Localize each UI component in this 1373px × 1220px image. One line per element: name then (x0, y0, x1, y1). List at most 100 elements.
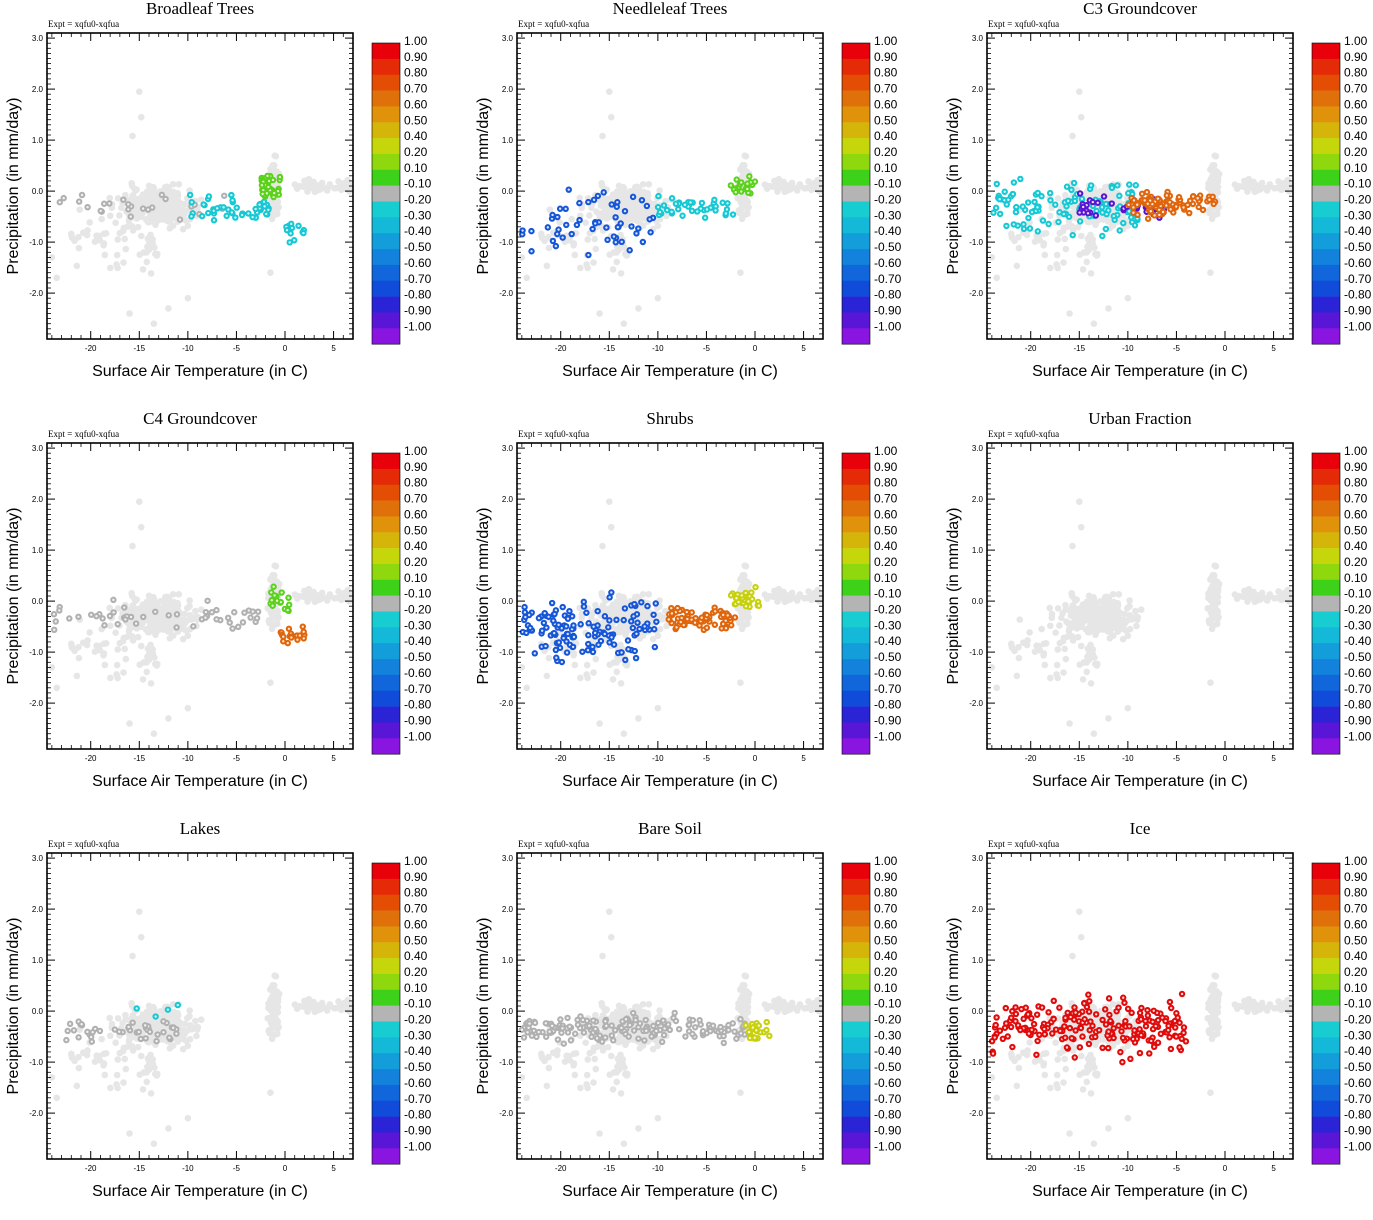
data-point-highlight (654, 646, 656, 648)
background-point (153, 193, 160, 200)
colorbar-label: -0.80 (404, 288, 432, 302)
data-point-highlight (1006, 203, 1008, 205)
data-point-highlight (655, 602, 657, 604)
data-point-highlight (1022, 223, 1024, 225)
colorbar-swatch (372, 627, 400, 643)
data-point-highlight (627, 648, 629, 650)
data-point-highlight (648, 218, 650, 220)
data-point-highlight (296, 639, 298, 641)
colorbar-label: -0.70 (874, 272, 902, 286)
background-point (523, 275, 530, 282)
data-point-highlight (556, 216, 558, 218)
data-point-highlight (1074, 200, 1076, 202)
background-point (1009, 234, 1016, 241)
background-point (147, 232, 154, 239)
background-point (147, 642, 154, 649)
y-tick-label: -2.0 (499, 289, 513, 298)
data-point-highlight (179, 218, 181, 220)
data-point-highlight (690, 618, 692, 620)
colorbar-swatch (372, 532, 400, 548)
background-point (801, 595, 808, 602)
data-point-highlight (670, 211, 672, 213)
data-point-highlight (746, 188, 748, 190)
data-point-highlight (302, 631, 304, 633)
background-point (1083, 249, 1090, 256)
y-tick-label: 3.0 (32, 34, 44, 43)
x-tick-label: 0 (753, 344, 758, 353)
x-tick-label: -15 (604, 344, 616, 353)
data-point-highlight (620, 651, 622, 653)
x-tick-label: 5 (801, 344, 806, 353)
data-point-highlight (544, 612, 546, 614)
data-point-highlight (242, 621, 244, 623)
colorbar-swatch (372, 691, 400, 707)
data-point-highlight (154, 611, 156, 613)
background-point (1053, 261, 1060, 268)
data-point-highlight (1027, 201, 1029, 203)
data-point-highlight (999, 213, 1001, 215)
data-point-highlight (1143, 199, 1145, 201)
data-point-highlight (1119, 229, 1121, 231)
colorbar-label: -0.30 (404, 208, 432, 222)
data-point-highlight (191, 201, 193, 203)
data-point-highlight (596, 610, 598, 612)
colorbar-label: 0.60 (1344, 97, 1368, 111)
y-tick-label: 1.0 (972, 136, 984, 145)
data-point-highlight (611, 203, 613, 205)
data-point-highlight (234, 216, 236, 218)
data-point-highlight (1150, 210, 1152, 212)
data-point-highlight (562, 606, 564, 608)
colorbar-label: 0.10 (404, 161, 428, 175)
background-point (571, 252, 578, 259)
background-point (776, 176, 783, 183)
background-point (1246, 176, 1253, 183)
data-point-highlight (657, 195, 659, 197)
background-point (121, 646, 128, 653)
colorbar-swatch (842, 59, 870, 75)
data-point-highlight (1158, 214, 1160, 216)
data-point-highlight (571, 233, 573, 235)
data-point-highlight (302, 232, 304, 234)
data-point-highlight (213, 219, 215, 221)
experiment-label: Expt = xqfu0-xqfua (518, 429, 589, 439)
y-tick-label: 0.0 (502, 187, 514, 196)
background-point (606, 209, 613, 216)
x-tick-label: -5 (703, 344, 711, 353)
data-point-highlight (758, 605, 760, 607)
data-point-highlight (1127, 204, 1129, 206)
data-point-highlight (587, 649, 589, 651)
data-point-highlight (565, 625, 567, 627)
colorbar-label: -1.00 (404, 729, 432, 743)
data-point-highlight (706, 208, 708, 210)
experiment-label: Expt = xqfu0-xqfua (48, 429, 119, 439)
background-point (300, 593, 307, 600)
y-tick-label: -1.0 (969, 238, 983, 247)
data-point-highlight (231, 627, 233, 629)
colorbar-swatch (1312, 328, 1340, 344)
background-point (742, 168, 749, 175)
background-point (737, 620, 744, 627)
x-tick-label: -15 (134, 754, 146, 763)
colorbar-label: 0.60 (874, 97, 898, 111)
background-point (151, 218, 158, 225)
background-point (1207, 269, 1214, 276)
data-point-highlight (1128, 183, 1130, 185)
data-point-highlight (544, 645, 546, 647)
data-point-highlight (608, 596, 610, 598)
data-point-highlight (164, 198, 166, 200)
background-point (1207, 187, 1214, 194)
background-point (606, 498, 613, 505)
background-point (546, 655, 553, 662)
background-point (86, 219, 93, 226)
data-point-highlight (192, 625, 194, 627)
colorbar-swatch (372, 59, 400, 75)
colorbar-label: -0.10 (1344, 177, 1372, 191)
data-point-highlight (608, 619, 610, 621)
data-point-highlight (696, 210, 698, 212)
experiment-label: Expt = xqfu0-xqfua (988, 19, 1059, 29)
background-point (617, 642, 624, 649)
background-point (123, 246, 130, 253)
background-point (1083, 259, 1090, 266)
background-point (613, 659, 620, 666)
